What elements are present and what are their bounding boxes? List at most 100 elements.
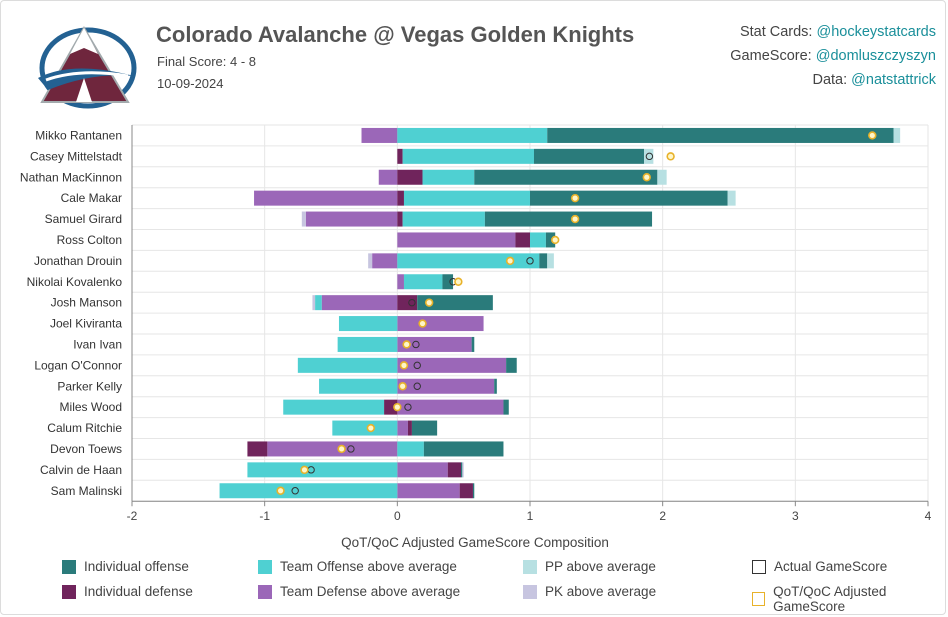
player-label: Jonathan Drouin (34, 254, 122, 268)
bar-team-defense (397, 232, 516, 248)
legend-label: QoT/QoC Adjusted GameScore (773, 584, 887, 614)
actual-gamescore-marker (408, 298, 416, 307)
credit-handle[interactable]: @hockeystatcards (816, 24, 937, 40)
bar-team-offense (337, 336, 398, 352)
player-label: Sam Malinski (51, 484, 122, 498)
bar-pp (547, 253, 554, 269)
adjusted-gamescore-marker (398, 382, 407, 391)
bar-team-offense (315, 295, 322, 311)
bar-pk (301, 211, 306, 227)
credit-label: Stat Cards: (739, 24, 813, 40)
actual-gamescore-marker (412, 340, 420, 349)
legend-label: PP above average (545, 559, 656, 574)
legend-swatch (523, 559, 537, 574)
game-date: 10-09-2024 (157, 76, 224, 91)
x-axis-label: QoT/QoC Adjusted GameScore Composition (341, 535, 609, 550)
bar-individual-offense (484, 211, 653, 227)
actual-gamescore-marker (526, 257, 534, 265)
bar-individual-offense (547, 127, 894, 143)
logo-peak (70, 28, 98, 54)
player-label: Parker Kelly (57, 379, 122, 393)
legend-swatch (62, 584, 76, 599)
actual-gamescore-marker (413, 361, 421, 370)
player-label: Ivan Ivan (73, 337, 122, 351)
bar-team-offense (422, 169, 475, 185)
bar-team-offense (403, 274, 443, 290)
bar-team-offense (338, 316, 398, 332)
bar-team-offense (319, 378, 398, 394)
bar-team-offense (397, 127, 548, 143)
actual-gamescore-marker (645, 152, 654, 161)
bar-individual-defense (397, 295, 418, 311)
legend-item-pp: PP above average (523, 559, 656, 574)
bar-individual-offense (494, 378, 497, 394)
legend-swatch (258, 559, 272, 574)
bar-individual-offense (506, 357, 517, 373)
bar-team-defense (397, 378, 495, 394)
adjusted-gamescore-marker (393, 402, 402, 412)
adjusted-gamescore-marker (366, 423, 375, 433)
bar-team-offense (403, 190, 530, 206)
bar-individual-defense (397, 148, 403, 164)
bar-team-offense (283, 399, 385, 415)
legend-item-individual-defense: Individual defense (62, 584, 193, 599)
bar-team-defense (397, 399, 504, 415)
legend-label: Individual defense (84, 584, 193, 599)
player-label: Mikko Rantanen (35, 128, 122, 142)
bar-individual-defense (515, 232, 530, 248)
bar-individual-offense (533, 148, 645, 164)
credit-handle[interactable]: @natstattrick (851, 72, 936, 88)
legend-item-individual-offense: Individual offense (62, 559, 189, 574)
adjusted-gamescore-marker (454, 277, 463, 286)
player-label: Josh Manson (51, 296, 122, 310)
player-label: Miles Wood (60, 400, 122, 414)
legend-swatch (523, 584, 537, 599)
bar-individual-offense (411, 420, 438, 436)
credit-label: GameScore: (730, 48, 812, 64)
bar-individual-defense (397, 169, 423, 185)
adjusted-gamescore-marker (424, 298, 434, 307)
actual-gamescore-marker (413, 382, 421, 390)
bar-individual-offense (545, 232, 556, 248)
bar-team-offense (219, 483, 398, 499)
bar-individual-offense (471, 336, 475, 352)
legend-item-adjusted: QoT/QoC Adjusted GameScore (752, 584, 948, 614)
bar-team-defense (361, 127, 398, 143)
bar-team-defense (372, 253, 398, 269)
bar-team-offense (530, 232, 546, 248)
bar-team-defense (305, 211, 398, 227)
bar-team-defense (321, 295, 398, 311)
player-label: Samuel Girard (45, 212, 122, 226)
bar-individual-offense (417, 295, 493, 311)
x-tick-label: 4 (925, 509, 932, 523)
credit-handle[interactable]: @domluszczyszyn (815, 48, 936, 64)
bar-individual-defense (459, 483, 473, 499)
legend-swatch (258, 584, 272, 599)
adjusted-gamescore-marker (551, 235, 560, 245)
bar-pk (312, 295, 316, 311)
legend-item-pk: PK above average (523, 584, 656, 599)
bar-pp (657, 169, 667, 185)
bar-pp (727, 190, 736, 206)
player-label: Cale Makar (61, 191, 122, 205)
player-label: Logan O'Connor (34, 358, 122, 372)
credit-gamescore: GameScore: @domluszczyszyn (730, 44, 936, 68)
bar-individual-offense (530, 190, 728, 206)
bar-individual-defense (397, 211, 403, 227)
x-tick-label: 1 (527, 509, 534, 523)
bar-team-offense (247, 462, 398, 478)
adjusted-gamescore-marker (666, 152, 675, 161)
bar-individual-offense (503, 399, 509, 415)
bar-team-offense (397, 441, 424, 457)
final-score: Final Score: 4 - 8 (157, 54, 256, 69)
legend-label: Individual offense (84, 559, 189, 574)
adjusted-gamescore-marker (418, 319, 427, 328)
bar-team-defense (397, 274, 404, 290)
adjusted-gamescore-marker (402, 340, 411, 349)
legend-item-actual: Actual GameScore (752, 559, 887, 574)
adjusted-gamescore-marker (642, 173, 651, 182)
bar-individual-offense (461, 462, 463, 478)
bar-team-defense (397, 316, 484, 332)
logo-a-cutout (76, 78, 92, 102)
